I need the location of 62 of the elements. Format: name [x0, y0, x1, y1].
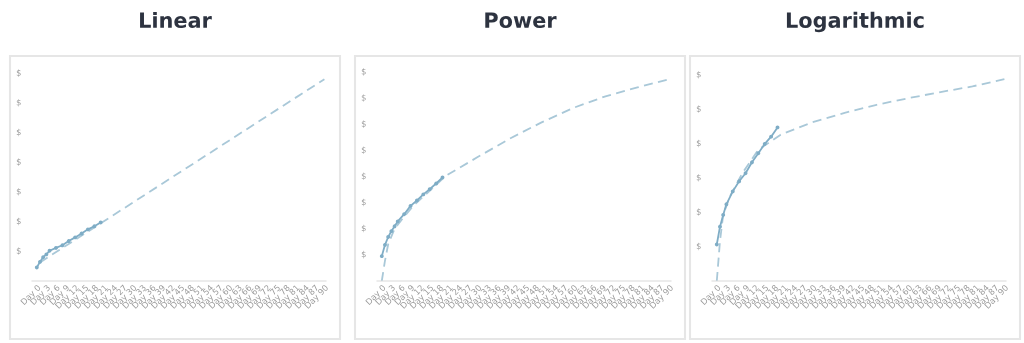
point — [737, 179, 742, 184]
text: $ — [16, 158, 21, 166]
text: $ — [361, 250, 366, 259]
point — [762, 141, 767, 146]
point — [440, 175, 445, 180]
text: $ — [361, 120, 366, 128]
point — [427, 187, 432, 192]
point — [38, 259, 42, 264]
point — [395, 219, 400, 224]
point — [743, 171, 748, 176]
point — [718, 224, 722, 229]
point — [408, 203, 413, 208]
text: $ — [361, 68, 366, 76]
point — [724, 202, 729, 207]
point — [60, 243, 65, 248]
point — [98, 220, 103, 225]
text: $ — [696, 173, 701, 182]
point — [73, 235, 78, 240]
point — [392, 224, 397, 229]
point — [750, 160, 754, 165]
text: $ — [361, 224, 366, 233]
text: $ — [16, 99, 21, 107]
point — [66, 239, 71, 243]
point — [47, 248, 52, 253]
point — [402, 212, 407, 217]
point — [41, 255, 46, 260]
point — [721, 213, 726, 217]
point — [434, 181, 439, 186]
text: $ — [696, 70, 701, 79]
point — [775, 125, 780, 130]
point — [379, 254, 384, 259]
chart-title: Linear — [140, 11, 212, 29]
chart-title: Power — [485, 12, 557, 29]
point — [730, 189, 735, 194]
point — [769, 134, 774, 139]
text: $ — [16, 69, 21, 77]
point — [92, 224, 97, 229]
point — [386, 235, 391, 239]
text: $ — [16, 187, 21, 196]
point — [34, 265, 39, 270]
text: $ — [361, 94, 366, 102]
point — [756, 151, 761, 156]
text: $ — [16, 128, 21, 137]
point — [85, 227, 90, 232]
chart-title: Logarithmic — [786, 11, 924, 33]
text: $ — [361, 198, 366, 207]
text: $ — [696, 105, 701, 113]
text: $ — [696, 139, 701, 148]
text: $ — [696, 208, 701, 216]
text: $ — [361, 146, 366, 154]
point — [44, 252, 49, 257]
text: $ — [16, 247, 21, 255]
point — [383, 242, 387, 247]
point — [421, 192, 426, 197]
point — [389, 229, 394, 234]
point — [79, 231, 84, 236]
text: $ — [696, 242, 701, 251]
text: $ — [361, 172, 366, 181]
point — [54, 245, 58, 250]
point — [714, 242, 719, 247]
point — [415, 198, 419, 203]
text: $ — [16, 217, 21, 226]
